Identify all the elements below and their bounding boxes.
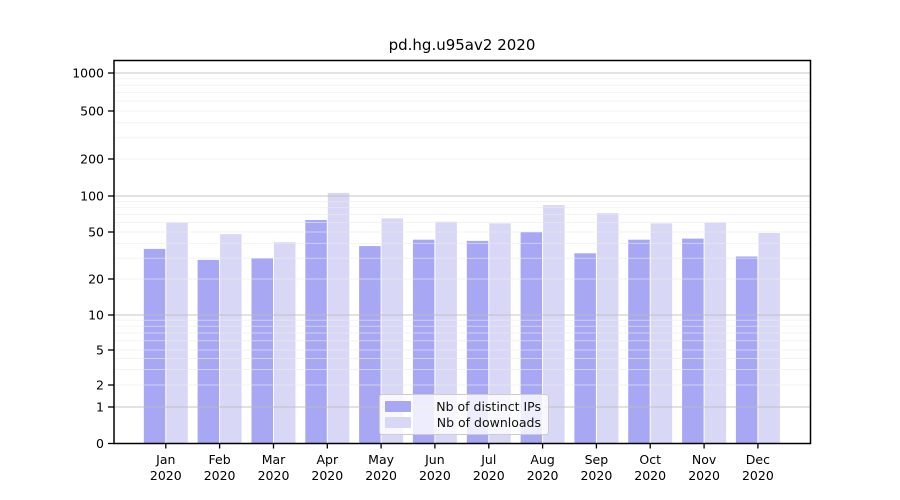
plot-frame [113, 59, 812, 445]
bar-distinct-ips [305, 220, 327, 444]
x-tick-label: Sep 2020 [580, 452, 612, 483]
legend-item: Nb of downloads [385, 415, 541, 430]
y-tick-label: 100 [80, 189, 104, 204]
legend-swatch-distinct-ips [385, 401, 411, 413]
bar-distinct-ips [520, 232, 543, 444]
bar-distinct-ips [412, 239, 435, 444]
bar-distinct-ips [197, 259, 220, 444]
bar-distinct-ips [628, 239, 650, 444]
y-tick-label: 1000 [72, 66, 104, 81]
bar-distinct-ips [574, 253, 596, 444]
y-tick-label: 5 [96, 343, 104, 358]
y-tick-label: 2 [96, 378, 104, 393]
y-tick-label: 500 [80, 104, 104, 119]
bar-downloads [220, 234, 242, 444]
x-tick-label: Aug 2020 [527, 452, 559, 483]
x-tick-label: Jan 2020 [150, 452, 182, 483]
y-tick-label: 50 [88, 225, 104, 240]
bar-distinct-ips [359, 246, 381, 444]
bar-downloads [327, 192, 350, 444]
bar-downloads [274, 242, 296, 444]
bar-downloads [543, 205, 565, 444]
x-tick-label: Nov 2020 [688, 452, 720, 483]
y-tick-label: 10 [88, 308, 104, 323]
y-tick-label: 0 [96, 436, 104, 451]
bar-distinct-ips [251, 258, 273, 444]
legend-label-downloads: Nb of downloads [436, 414, 541, 430]
bar-downloads [758, 233, 780, 444]
x-tick-label: Feb 2020 [204, 452, 236, 483]
y-tick-label: 20 [88, 272, 104, 287]
x-tick-label: Jul 2020 [473, 452, 505, 483]
legend-swatch-downloads [385, 416, 411, 428]
y-tick-label: 200 [80, 152, 104, 167]
bar-downloads [596, 213, 619, 444]
bar-downloads [381, 218, 404, 444]
x-tick-label: Oct 2020 [634, 452, 666, 483]
bar-distinct-ips [466, 240, 489, 444]
y-tick-label: 1 [96, 400, 104, 415]
legend-item: Nb of distinct IPs [385, 399, 541, 414]
x-tick-label: Mar 2020 [258, 452, 290, 483]
legend: Nb of distinct IPs Nb of downloads [379, 394, 549, 435]
x-tick-label: Dec 2020 [742, 452, 774, 483]
bar-distinct-ips [143, 248, 166, 444]
legend-label-distinct-ips: Nb of distinct IPs [436, 399, 541, 415]
x-tick-label: Apr 2020 [311, 452, 343, 483]
x-tick-label: May 2020 [365, 452, 397, 483]
chart-title: pd.hg.u95av2 2020 [388, 36, 536, 54]
x-tick-label: Jun 2020 [419, 452, 451, 483]
